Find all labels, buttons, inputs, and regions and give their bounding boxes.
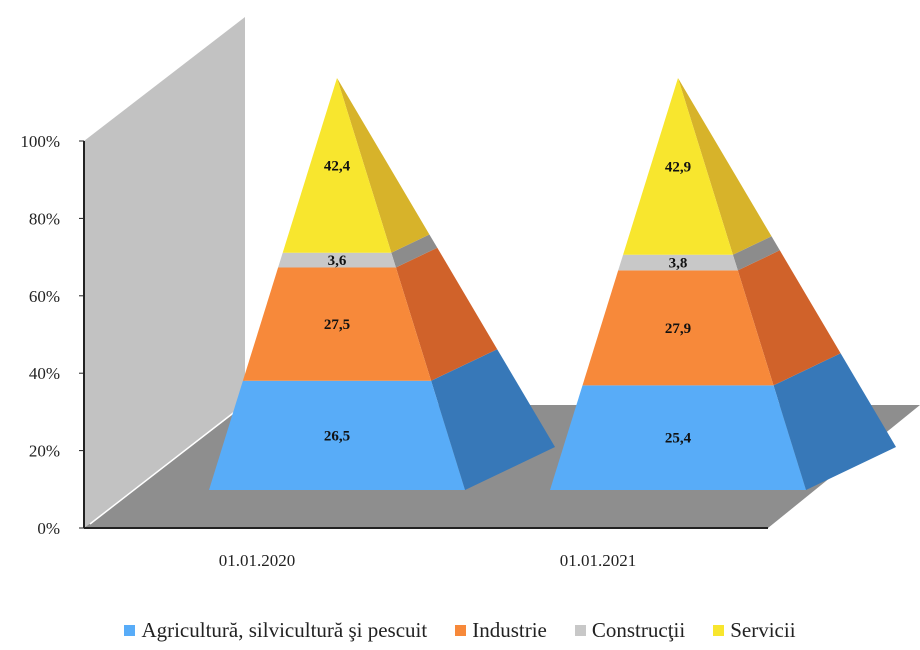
data-label: 3,6 <box>328 253 347 269</box>
y-tick-label: 60% <box>29 287 60 306</box>
data-label: 3,8 <box>669 256 688 272</box>
data-label: 42,9 <box>665 159 691 175</box>
legend-label: Industrie <box>472 618 547 643</box>
legend-label: Agricultură, silvicultură şi pescuit <box>141 618 427 643</box>
data-label: 26,5 <box>324 428 350 444</box>
pyramid: 25,4 27,9 3,8 42,9 <box>550 78 896 490</box>
legend-swatch <box>124 625 135 636</box>
legend-item: Servicii <box>713 618 795 643</box>
legend-swatch <box>575 625 586 636</box>
legend-item: Agricultură, silvicultură şi pescuit <box>124 618 427 643</box>
legend-item: Industrie <box>455 618 547 643</box>
category-label: 01.01.2021 <box>560 551 637 570</box>
x-axis: 01.01.2020 01.01.2021 <box>219 551 637 570</box>
data-label: 42,4 <box>324 158 351 174</box>
legend-swatch <box>713 625 724 636</box>
y-tick-label: 20% <box>29 442 60 461</box>
legend: Agricultură, silvicultură şi pescuit Indu… <box>0 615 920 645</box>
y-tick-label: 100% <box>20 132 60 151</box>
pyramid: 26,5 27,5 3,6 42,4 <box>209 78 555 490</box>
legend-label: Construcţii <box>592 618 685 643</box>
y-tick-label: 0% <box>37 519 60 538</box>
category-label: 01.01.2020 <box>219 551 296 570</box>
y-tick-label: 80% <box>29 209 60 228</box>
data-label: 27,5 <box>324 317 350 333</box>
y-tick-label: 40% <box>29 364 60 383</box>
legend-swatch <box>455 625 466 636</box>
data-label: 25,4 <box>665 431 692 447</box>
y-axis: 0% 20% 40% 60% 80% 100% <box>20 132 84 538</box>
data-label: 27,9 <box>665 321 691 337</box>
legend-label: Servicii <box>730 618 795 643</box>
legend-item: Construcţii <box>575 618 685 643</box>
chart: 0% 20% 40% 60% 80% 100% 26,5 27,5 3,6 42,4 25,4 27… <box>0 0 920 600</box>
